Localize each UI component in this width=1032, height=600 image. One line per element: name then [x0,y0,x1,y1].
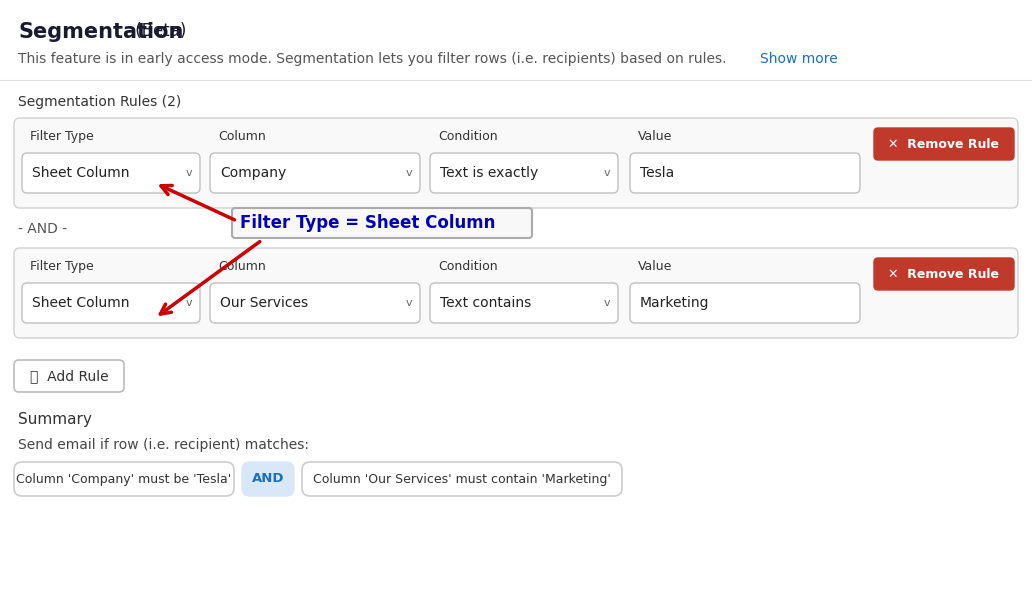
Text: Filter Type: Filter Type [30,260,94,273]
FancyBboxPatch shape [874,258,1014,290]
Text: - AND -: - AND - [18,222,67,236]
FancyBboxPatch shape [14,360,124,392]
Text: Marketing: Marketing [640,296,710,310]
FancyBboxPatch shape [22,153,200,193]
Text: Column: Column [218,130,266,143]
FancyBboxPatch shape [630,283,860,323]
FancyBboxPatch shape [209,153,420,193]
Text: Condition: Condition [438,260,497,273]
Text: Send email if row (i.e. recipient) matches:: Send email if row (i.e. recipient) match… [18,438,309,452]
FancyBboxPatch shape [874,128,1014,160]
FancyBboxPatch shape [302,462,622,496]
Text: Text contains: Text contains [440,296,531,310]
FancyBboxPatch shape [209,283,420,323]
Text: v: v [604,168,611,178]
Text: Our Services: Our Services [220,296,309,310]
Text: v: v [186,168,193,178]
Text: v: v [604,298,611,308]
Text: Company: Company [220,166,286,180]
Text: Tesla: Tesla [640,166,674,180]
Text: Column 'Our Services' must contain 'Marketing': Column 'Our Services' must contain 'Mark… [313,473,611,485]
Text: ✕  Remove Rule: ✕ Remove Rule [889,137,1000,151]
Text: Summary: Summary [18,412,92,427]
FancyBboxPatch shape [630,153,860,193]
FancyBboxPatch shape [430,283,618,323]
Text: Show more: Show more [760,52,838,66]
Text: Condition: Condition [438,130,497,143]
Text: ⫟  Add Rule: ⫟ Add Rule [30,369,108,383]
Text: This feature is in early access mode. Segmentation lets you filter rows (i.e. re: This feature is in early access mode. Se… [18,52,727,66]
FancyBboxPatch shape [430,153,618,193]
Text: Filter Type = Sheet Column: Filter Type = Sheet Column [240,214,495,232]
FancyBboxPatch shape [232,208,533,238]
Text: Sheet Column: Sheet Column [32,296,129,310]
Text: Segmentation Rules (2): Segmentation Rules (2) [18,95,182,109]
Text: Sheet Column: Sheet Column [32,166,129,180]
Text: v: v [186,298,193,308]
FancyBboxPatch shape [14,462,234,496]
Text: Text is exactly: Text is exactly [440,166,539,180]
FancyBboxPatch shape [14,248,1018,338]
Text: ✕  Remove Rule: ✕ Remove Rule [889,268,1000,280]
Text: Segmentation: Segmentation [18,22,184,42]
Text: Column 'Company' must be 'Tesla': Column 'Company' must be 'Tesla' [17,473,231,485]
Text: Value: Value [638,130,673,143]
Text: v: v [406,298,413,308]
Text: Value: Value [638,260,673,273]
FancyBboxPatch shape [14,118,1018,208]
Text: v: v [406,168,413,178]
Text: (Beta): (Beta) [130,22,187,40]
FancyBboxPatch shape [22,283,200,323]
FancyBboxPatch shape [241,462,294,496]
Text: Column: Column [218,260,266,273]
Text: AND: AND [252,473,284,485]
Text: Filter Type: Filter Type [30,130,94,143]
